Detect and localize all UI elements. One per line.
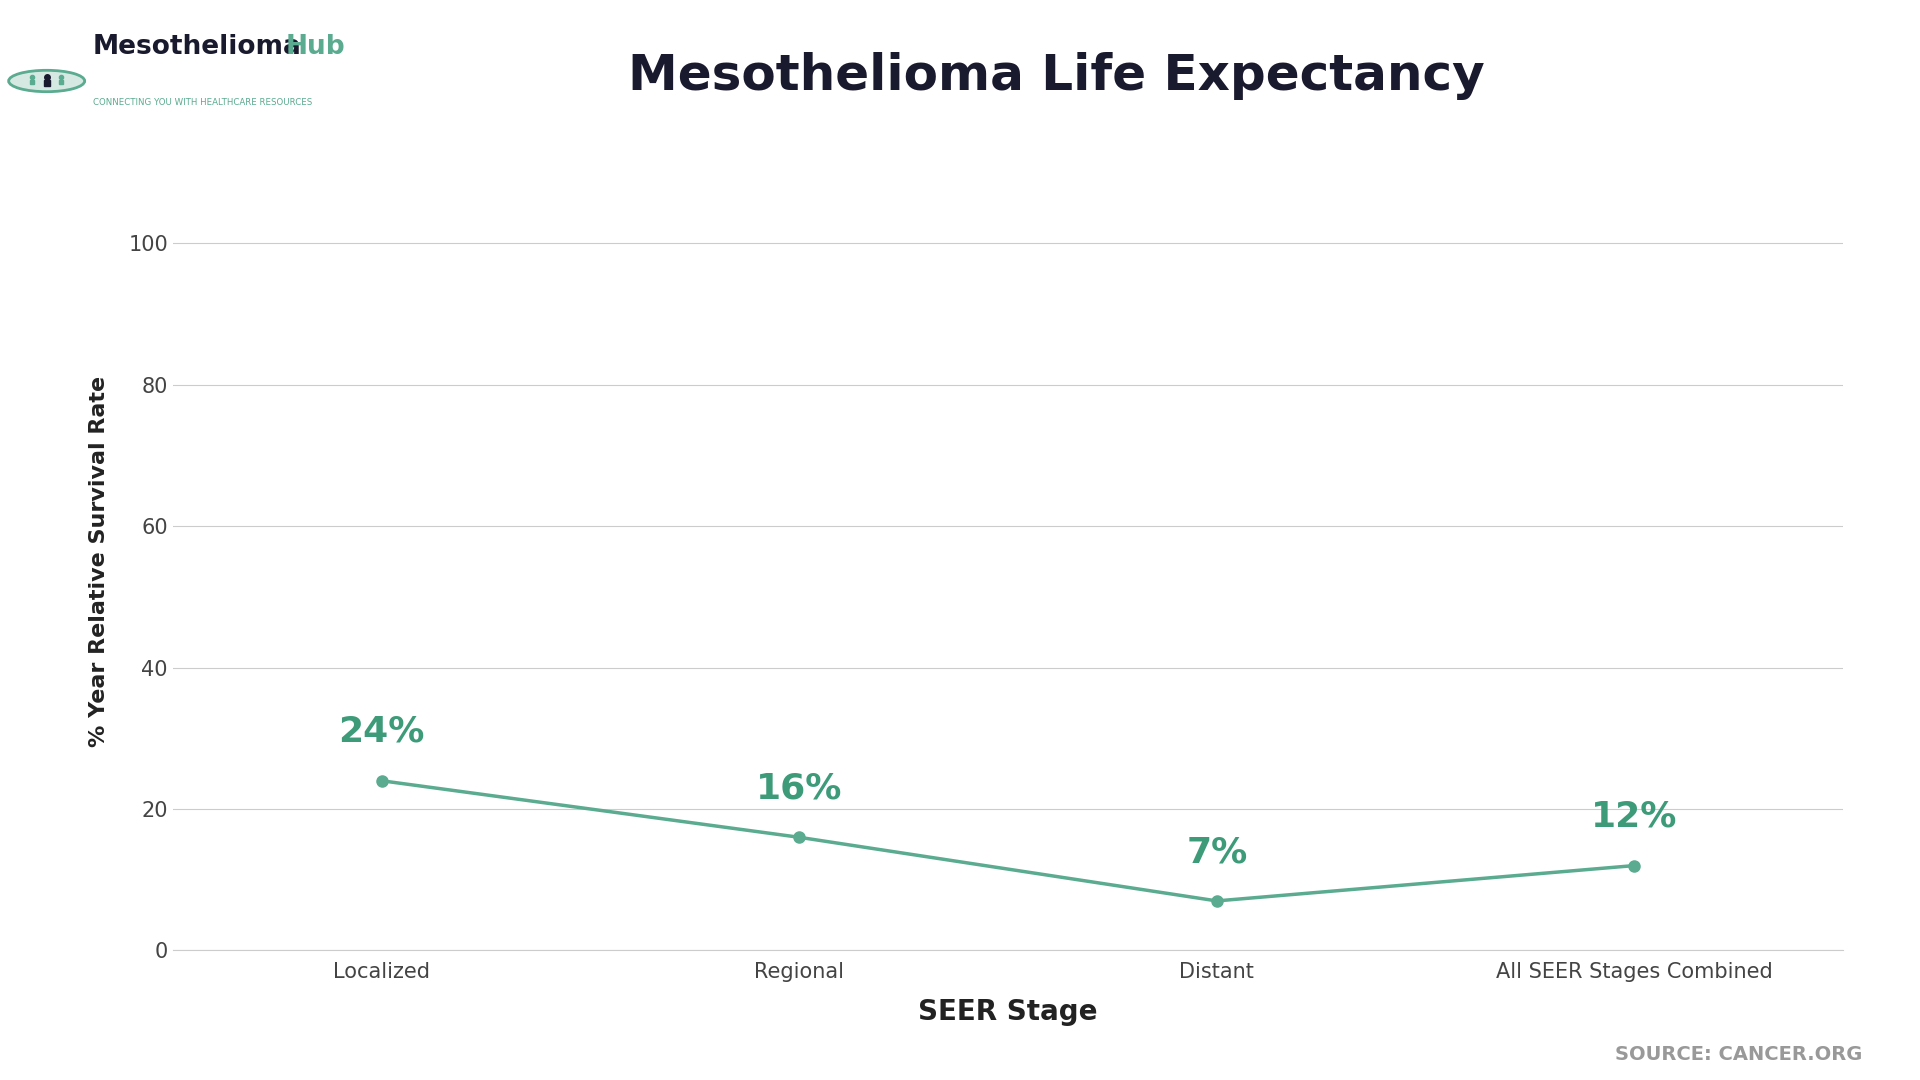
Text: 12%: 12%: [1592, 800, 1678, 834]
Text: CONNECTING YOU WITH HEALTHCARE RESOURCES: CONNECTING YOU WITH HEALTHCARE RESOURCES: [92, 98, 313, 107]
Text: Hub: Hub: [286, 33, 346, 59]
Text: 7%: 7%: [1187, 835, 1248, 869]
Text: 24%: 24%: [338, 715, 424, 748]
Text: Mesothelioma: Mesothelioma: [92, 33, 301, 59]
X-axis label: SEER Stage: SEER Stage: [918, 998, 1098, 1026]
Y-axis label: % Year Relative Survival Rate: % Year Relative Survival Rate: [88, 376, 109, 747]
Circle shape: [10, 70, 84, 92]
Text: Mesothelioma Life Expectancy: Mesothelioma Life Expectancy: [628, 52, 1484, 99]
Text: 16%: 16%: [756, 771, 843, 806]
Text: SOURCE: CANCER.ORG: SOURCE: CANCER.ORG: [1615, 1044, 1862, 1064]
